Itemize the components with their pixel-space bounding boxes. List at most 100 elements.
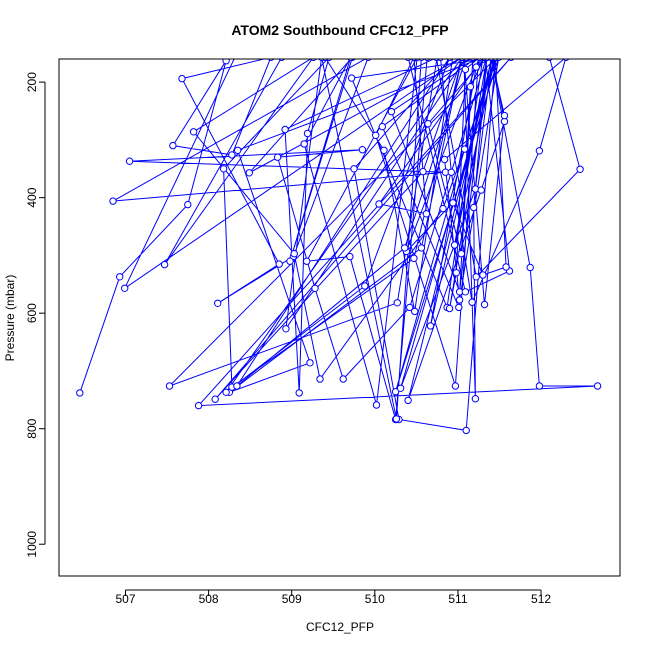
data-point (339, 375, 347, 383)
series-line (79, 59, 598, 431)
data-point (290, 250, 298, 258)
data-point (393, 299, 401, 307)
data-point (228, 151, 236, 159)
data-point (184, 200, 192, 209)
data-point (477, 186, 485, 194)
y-tick-label: 600 (25, 303, 39, 323)
data-point (275, 260, 283, 268)
data-point (576, 165, 584, 174)
data-point (452, 269, 460, 277)
data-point (372, 401, 381, 409)
data-point (460, 145, 469, 153)
x-tick-label: 509 (282, 592, 302, 606)
data-point (449, 199, 457, 207)
data-point (450, 241, 459, 249)
data-point (406, 303, 414, 312)
data-point (316, 375, 324, 383)
data-point (526, 263, 534, 272)
data-point (222, 59, 230, 65)
data-point (417, 244, 426, 252)
data-point (380, 146, 388, 155)
data-point (466, 83, 475, 91)
data-point (194, 401, 203, 410)
data-point (233, 382, 241, 390)
data-point (169, 141, 177, 150)
x-tick-label: 510 (365, 592, 385, 606)
data-point (500, 111, 509, 120)
data-point (470, 203, 478, 212)
y-tick-label: 200 (25, 72, 39, 92)
x-tick-label: 508 (199, 592, 219, 606)
data-point (392, 415, 401, 423)
data-point (426, 322, 435, 330)
data-point (214, 299, 222, 307)
data-point (461, 65, 470, 74)
data-point (372, 131, 380, 140)
y-axis-label: Pressure (mbar) (3, 275, 17, 362)
data-point (295, 389, 303, 397)
data-point (347, 74, 356, 82)
data-point (378, 122, 386, 131)
data-point (160, 260, 169, 269)
data-point (391, 388, 400, 396)
data-point (422, 210, 431, 218)
data-point (282, 325, 290, 333)
data-point (273, 153, 282, 161)
data-point (245, 169, 254, 177)
data-point (472, 63, 480, 71)
data-point (471, 185, 480, 193)
data-point (306, 359, 314, 367)
data-point (350, 165, 358, 173)
data-point (535, 147, 544, 155)
data-point (451, 382, 460, 390)
data-point (178, 74, 186, 83)
data-point (346, 252, 354, 261)
data-point (303, 257, 311, 265)
data-point (424, 120, 432, 128)
data-point (457, 250, 465, 258)
x-tick-label: 512 (531, 592, 551, 606)
data-point (76, 389, 84, 397)
data-point (286, 257, 294, 265)
data-point (461, 288, 470, 296)
data-point (303, 129, 312, 138)
data-point (361, 282, 369, 290)
data-point (358, 146, 367, 154)
data-point (419, 167, 427, 176)
data-point (535, 382, 544, 390)
y-tick-label: 400 (25, 187, 39, 207)
data-point (125, 157, 134, 165)
data-point (472, 273, 480, 281)
data-point (439, 204, 447, 213)
data-point (396, 384, 405, 392)
data-point (234, 146, 242, 155)
data-point (165, 382, 174, 390)
data-point (189, 128, 198, 136)
data-point (281, 125, 289, 134)
data-point (502, 263, 510, 271)
data-point (440, 155, 449, 164)
data-point (401, 244, 409, 252)
data-point (311, 284, 319, 292)
data-point (479, 271, 487, 279)
chart-title: ATOM2 Southbound CFC12_PFP (231, 22, 448, 38)
axes-layer: 507 508 509 510 511 512 200 400 600 800 1000 (25, 72, 551, 606)
data-point (109, 197, 117, 205)
data-point (219, 165, 228, 173)
y-tick-label: 1000 (25, 531, 39, 558)
x-tick-label: 511 (448, 592, 467, 606)
data-point (480, 300, 489, 309)
plot-frame (58, 58, 621, 577)
data-point (211, 395, 219, 403)
data-point (375, 200, 383, 208)
data-point (593, 382, 602, 390)
data-point (455, 303, 463, 312)
data-point (447, 168, 455, 176)
data-point (222, 388, 230, 396)
data-point (410, 254, 418, 262)
data-point (404, 396, 412, 405)
data-point (468, 298, 476, 306)
data-point (300, 140, 308, 148)
